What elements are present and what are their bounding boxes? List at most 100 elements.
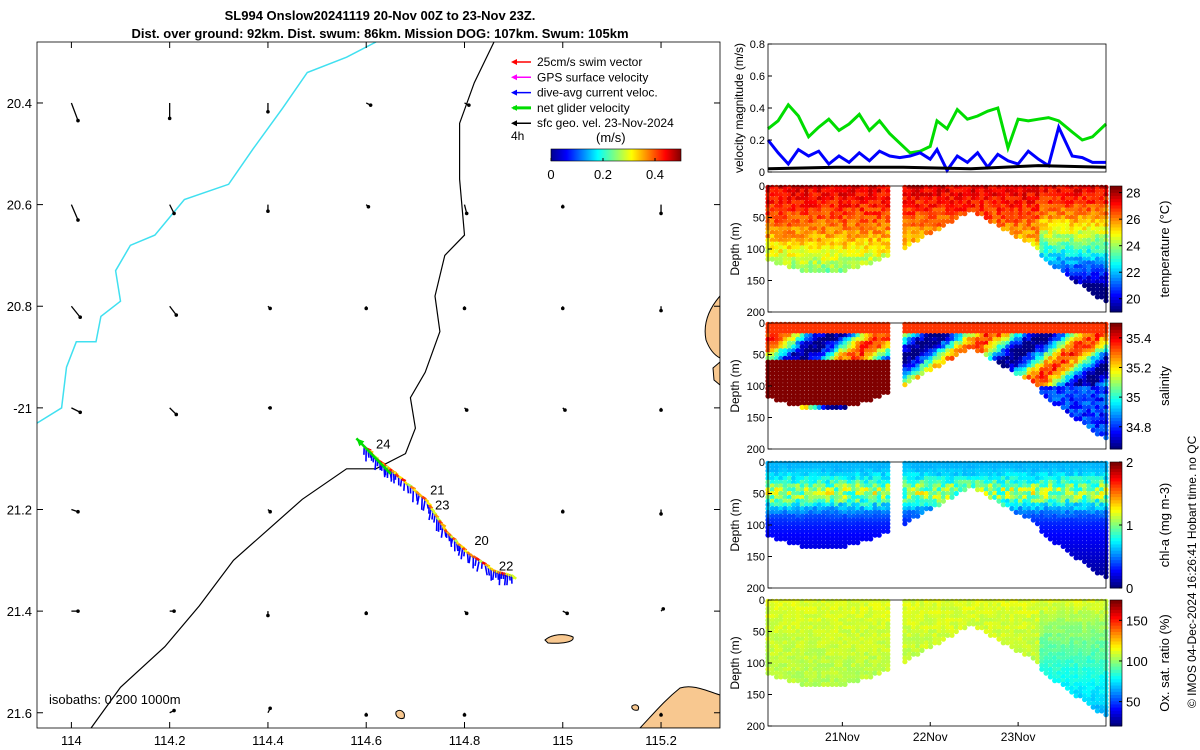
colorbar-step xyxy=(1110,565,1122,570)
profile-sample xyxy=(1047,222,1053,228)
profile-sample xyxy=(1047,233,1053,239)
profile-sample xyxy=(859,196,865,202)
legend-arrowhead xyxy=(511,59,517,65)
profile-sample xyxy=(829,340,835,346)
y-tick-label: 50 xyxy=(753,213,765,225)
profile-sample xyxy=(786,211,792,217)
profile-sample xyxy=(1026,226,1032,232)
profile-sample xyxy=(1000,214,1006,221)
profile-sample xyxy=(842,248,848,255)
colorbar-tick-label: 0.2 xyxy=(594,167,612,182)
profile-sample xyxy=(1017,211,1023,217)
profile-sample xyxy=(842,192,848,198)
profile-sample xyxy=(774,351,780,358)
profile-sample xyxy=(1047,248,1053,255)
profile-sample xyxy=(851,370,857,376)
profile-sample xyxy=(833,248,840,255)
profile-sample xyxy=(812,248,818,255)
profile-sample xyxy=(949,199,955,205)
colorbar-step xyxy=(1110,264,1122,269)
profile-sample xyxy=(838,256,844,262)
profile-sample xyxy=(1047,214,1053,221)
isobath-200m xyxy=(37,42,377,424)
x-tick-label: 115.2 xyxy=(645,733,677,748)
profile-sample xyxy=(795,241,801,247)
profile-sample xyxy=(859,359,865,365)
profile-sample xyxy=(1090,214,1096,221)
profile-sample xyxy=(868,203,874,209)
profile-sample xyxy=(782,382,788,388)
profile-sample xyxy=(885,528,891,534)
profile-sample xyxy=(778,370,784,376)
profile-sample xyxy=(885,233,891,239)
profile-sample xyxy=(791,385,797,392)
profile-sample xyxy=(885,188,891,194)
profile-sample xyxy=(863,336,869,342)
profile-sample xyxy=(902,192,908,198)
profile-sample xyxy=(838,264,844,270)
profile-sample xyxy=(868,340,874,346)
profile-sample xyxy=(902,245,908,251)
profile-sample xyxy=(829,382,835,388)
profile-sample xyxy=(902,218,908,224)
profile-sample xyxy=(876,245,882,251)
profile-sample xyxy=(829,203,835,209)
profile-sample xyxy=(791,382,797,388)
profile-sample xyxy=(987,196,994,202)
profile-sample xyxy=(863,378,869,384)
geo-vector xyxy=(364,611,369,616)
profile-sample xyxy=(808,230,814,236)
profile-sample xyxy=(829,363,835,369)
profile-sample xyxy=(829,196,835,202)
profile-sample xyxy=(791,222,797,228)
profile-sample xyxy=(876,196,882,202)
colorbar-step xyxy=(1110,186,1122,190)
colorbar-step xyxy=(1110,271,1122,275)
profile-sample xyxy=(808,233,814,239)
profile-sample xyxy=(910,222,917,228)
profile-sample xyxy=(778,329,784,335)
profile-sample xyxy=(1086,264,1092,270)
profile-sample xyxy=(1017,188,1023,194)
profile-sample xyxy=(821,260,827,266)
profile-sample xyxy=(868,336,874,342)
geo-vector-head xyxy=(464,211,469,216)
profile-sample xyxy=(808,207,814,213)
profile-sample xyxy=(987,188,994,194)
profile-sample xyxy=(1017,230,1023,236)
profile-sample xyxy=(1034,230,1041,236)
colorbar-step xyxy=(1110,382,1122,387)
profile-sample xyxy=(842,359,848,365)
profile-sample xyxy=(782,389,788,395)
profile-sample xyxy=(1056,214,1062,221)
profile-sample xyxy=(803,401,810,407)
profile-sample xyxy=(1034,207,1041,213)
profile-sample xyxy=(1082,226,1088,232)
profile-sample xyxy=(786,218,792,224)
profile-sample xyxy=(782,333,788,339)
profile-sample xyxy=(1069,233,1075,239)
profile-sample xyxy=(778,382,784,388)
profile-sample xyxy=(791,374,797,380)
profile-sample xyxy=(936,226,942,232)
profile-sample xyxy=(833,401,840,407)
profile-sample xyxy=(863,188,869,194)
profile-sample xyxy=(782,355,788,361)
profile-sample xyxy=(846,393,852,399)
profile-sample xyxy=(795,188,801,194)
profile-sample xyxy=(1056,237,1062,243)
profile-sample xyxy=(846,226,852,232)
profile-sample xyxy=(778,207,784,213)
profile-sample xyxy=(902,211,908,217)
profile-sample xyxy=(996,203,1002,209)
profile-sample xyxy=(778,252,784,258)
profile-sample xyxy=(953,351,959,358)
profile-sample xyxy=(769,340,775,346)
profile-sample xyxy=(1073,196,1079,202)
profile-sample xyxy=(821,348,827,354)
profile-sample xyxy=(774,207,780,213)
profile-sample xyxy=(868,393,874,399)
profile-sample xyxy=(782,370,788,376)
